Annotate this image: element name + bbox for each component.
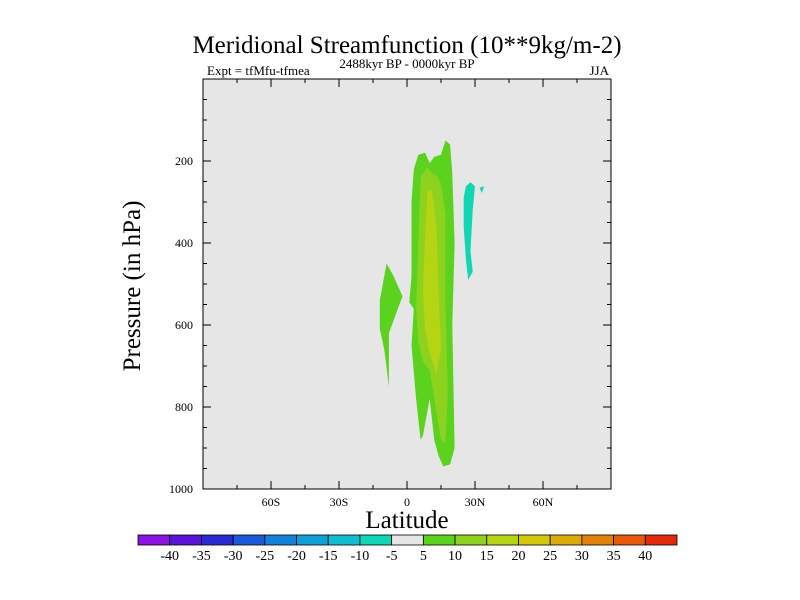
contour-region-positive-15-20 — [422, 189, 441, 375]
contour-region-negative-5-10-upper — [463, 182, 475, 280]
x-tick-label: 60S — [262, 495, 281, 509]
colorbar-label: -25 — [255, 549, 274, 564]
colorbar-swatch — [454, 534, 488, 546]
colorbar-label: -10 — [351, 549, 370, 564]
colorbar-label: 25 — [543, 549, 557, 564]
colorbar-swatch — [518, 534, 551, 546]
colorbar-swatch — [201, 534, 234, 546]
colorbar-label: 35 — [607, 549, 621, 564]
colorbar-label: 15 — [480, 549, 494, 564]
x-tick-label: 60N — [533, 495, 554, 509]
colorbar: -40 -35 -30 -25 -20 -15 -10 -5 5 10 15 20 25 30 35 40 — [137, 534, 678, 564]
colorbar-label: -20 — [287, 549, 306, 564]
colorbar-swatch — [264, 534, 297, 546]
contour-region-positive-5-10-left — [379, 263, 403, 387]
plot-background — [203, 79, 611, 489]
y-tick-label: 200 — [175, 154, 193, 168]
colorbar-swatch — [232, 534, 266, 546]
colorbar-label: -35 — [192, 549, 211, 564]
y-tick-label: 1000 — [169, 482, 193, 496]
subtitle-left: Expt = tfMfu-tfmea — [207, 63, 310, 78]
plot-area: 60S 30S 0 30N 60N 200 400 600 800 1000 — [169, 78, 612, 509]
colorbar-swatch — [644, 534, 678, 546]
colorbar-label: -30 — [224, 549, 243, 564]
colorbar-label: -40 — [160, 549, 179, 564]
x-tick-label: 0 — [404, 495, 410, 509]
y-tick-label: 600 — [175, 318, 193, 332]
colorbar-swatch — [391, 534, 424, 546]
y-tick-label: 400 — [175, 236, 193, 250]
colorbar-swatch — [169, 534, 202, 546]
subtitle-right: JJA — [589, 63, 609, 78]
colorbar-swatch — [613, 534, 646, 546]
x-axis-label: Latitude — [365, 507, 448, 534]
x-tick-label: 30N — [465, 495, 486, 509]
colorbar-swatch — [296, 534, 329, 546]
colorbar-swatch — [327, 534, 361, 546]
colorbar-label: 5 — [420, 549, 427, 564]
chart-title: Meridional Streamfunction (10**9kg/m-2) — [192, 32, 621, 59]
x-tick-label: 30S — [330, 495, 349, 509]
colorbar-label: -15 — [319, 549, 338, 564]
y-axis-label: Pressure (in hPa) — [119, 201, 146, 372]
colorbar-swatch — [137, 534, 171, 546]
colorbar-label: 20 — [511, 549, 525, 564]
colorbar-swatch — [359, 534, 393, 546]
colorbar-swatch — [422, 534, 456, 546]
subtitle-center: 2488kyr BP - 0000kyr BP — [339, 56, 474, 71]
colorbar-label: 30 — [575, 549, 589, 564]
colorbar-swatch — [486, 534, 519, 546]
colorbar-label: 40 — [638, 549, 652, 564]
y-tick-label: 800 — [175, 400, 193, 414]
colorbar-label: -5 — [386, 549, 398, 564]
colorbar-swatch — [581, 534, 614, 546]
contour-region-negative-5-10-speck — [479, 186, 485, 193]
colorbar-label: 10 — [448, 549, 462, 564]
colorbar-swatch — [549, 534, 583, 546]
